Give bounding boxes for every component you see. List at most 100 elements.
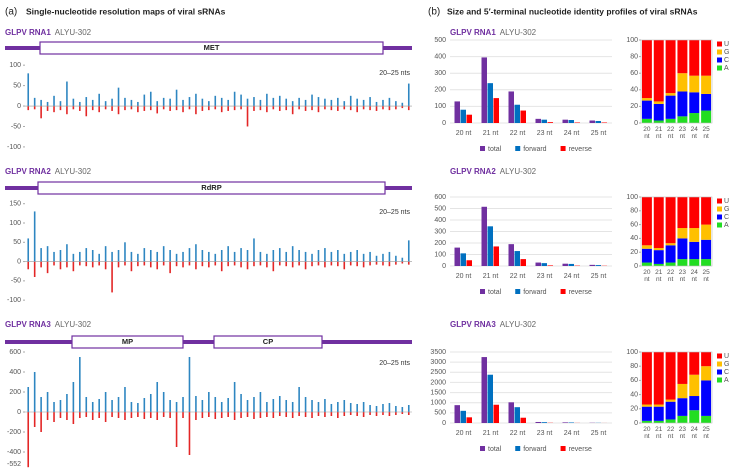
legend-swatch (480, 446, 485, 451)
y-tick-label: 200 (9, 389, 21, 396)
y-tick-label: -200 (7, 429, 21, 436)
stack-segment (689, 197, 700, 229)
gene-label: RdRP (201, 183, 221, 192)
x-tick-label: 24 nt (690, 269, 698, 283)
stack-segment (701, 352, 712, 367)
legend-label: reverse (569, 289, 592, 296)
y-tick-label: 50 (13, 82, 21, 89)
x-tick-label: 23 nt (537, 273, 553, 280)
stack-segment (689, 396, 700, 411)
bar (454, 247, 460, 266)
isolate: ALYU-302 (55, 167, 92, 176)
bar (595, 265, 601, 266)
stack-segment (701, 224, 712, 240)
stack-segment (701, 93, 712, 111)
stack-segment (665, 118, 676, 123)
stack-segment (641, 40, 652, 99)
y-tick-label: 80 (630, 53, 638, 60)
stack-segment (665, 419, 676, 423)
stack-segment (641, 245, 652, 249)
stack-segment (701, 415, 712, 423)
x-tick-label: 20 nt (643, 126, 651, 140)
y-tick-label: 0 (442, 420, 446, 427)
legend-swatch (560, 289, 566, 294)
bar (568, 422, 574, 423)
rna-name: GLPV RNA3 (5, 320, 51, 329)
size-label: 20–25 nts (379, 70, 410, 77)
stack-segment (641, 420, 652, 423)
y-tick-label: 1500 (430, 389, 446, 396)
y-tick-label: -50 (11, 123, 21, 130)
bar (466, 417, 472, 423)
isolate: ALYU-302 (55, 320, 92, 329)
y-tick-label: 0 (17, 103, 21, 110)
gene-box (71, 335, 184, 349)
legend-label: G (724, 49, 729, 56)
bar (493, 246, 499, 266)
y-tick-label: 80 (630, 208, 638, 215)
legend-label: C (724, 214, 729, 221)
y-tick-label: 0 (634, 263, 638, 270)
y-tick-label: 200 (434, 240, 446, 247)
bar (508, 402, 514, 423)
legend-swatch (717, 41, 722, 47)
stack-segment (653, 248, 664, 251)
y-tick-label: -400 (7, 449, 21, 456)
x-tick-label: 23 nt (678, 426, 687, 440)
stack-segment (641, 248, 652, 263)
legend-label: forward (523, 446, 546, 453)
x-tick-label: 21 nt (655, 126, 663, 140)
y-tick-label: 400 (9, 369, 21, 376)
y-tick-label: 100 (9, 220, 21, 227)
stack-segment (641, 404, 652, 407)
stack-segment (689, 374, 700, 397)
y-tick-label: -50 (11, 278, 21, 285)
panel-title: Single-nucleotide resolution maps of vir… (26, 6, 226, 16)
stack-segment (701, 197, 712, 225)
annotation: -552 (7, 461, 21, 468)
stack-segment (641, 197, 652, 246)
legend-swatch (717, 353, 722, 359)
bar (487, 226, 493, 266)
legend-swatch (717, 65, 722, 71)
bar (589, 264, 595, 266)
legend-label: U (724, 353, 729, 360)
legend-label: U (724, 41, 729, 48)
stack-segment (653, 420, 664, 423)
y-tick-label: 100 (626, 37, 638, 44)
stack-segment (653, 197, 664, 249)
legend-label: C (724, 57, 729, 64)
x-tick-label: 23 nt (678, 126, 687, 140)
bar (535, 118, 541, 123)
y-tick-label: 500 (434, 205, 446, 212)
y-tick-label: 100 (9, 62, 21, 69)
y-tick-label: 60 (630, 221, 638, 228)
legend-label: C (724, 369, 729, 376)
x-tick-label: 20 nt (643, 426, 651, 440)
y-tick-label: 200 (434, 87, 446, 94)
x-tick-label: 22 nt (510, 130, 526, 137)
y-tick-label: 600 (9, 349, 21, 356)
y-tick-label: 600 (434, 194, 446, 201)
bar (493, 98, 499, 123)
bar (562, 119, 568, 123)
bar (454, 405, 460, 423)
bar (562, 422, 568, 423)
bar (508, 91, 514, 123)
y-tick-label: 2000 (430, 379, 446, 386)
x-tick-label: 25 nt (702, 426, 710, 440)
rna-name: GLPV RNA2 (450, 167, 496, 176)
bar (514, 251, 520, 266)
x-tick-label: 20 nt (643, 269, 651, 283)
bar (481, 57, 487, 123)
y-tick-label: 0 (17, 258, 21, 265)
y-tick-label: 100 (626, 349, 638, 356)
legend-label: A (724, 377, 729, 384)
stack-segment (701, 239, 712, 260)
y-tick-label: 300 (434, 70, 446, 77)
stack-segment (641, 98, 652, 101)
bar (541, 119, 547, 123)
size-label: 20–25 nts (379, 360, 410, 367)
rna-name: GLPV RNA2 (5, 167, 51, 176)
